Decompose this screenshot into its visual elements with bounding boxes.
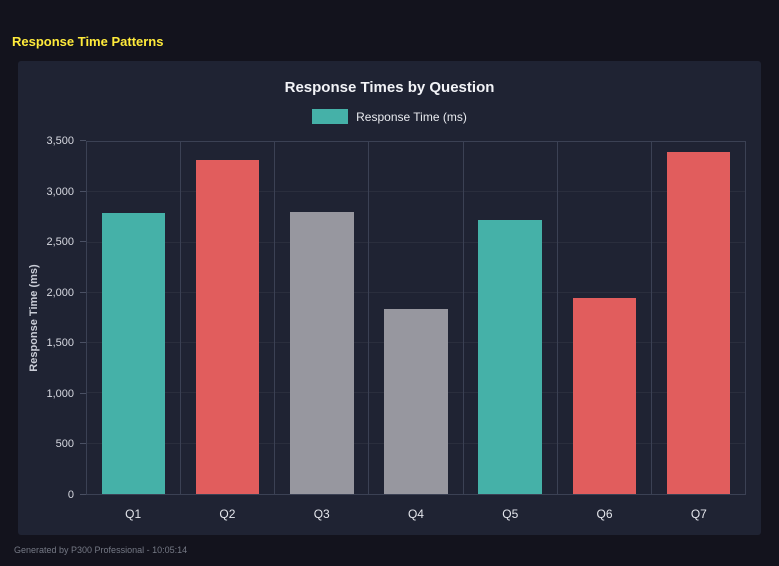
plot-bands (87, 142, 745, 494)
y-tick-label: 1,000 (46, 387, 74, 400)
category-band (464, 142, 558, 494)
y-tick-mark (80, 342, 86, 344)
bar-q1[interactable] (101, 213, 166, 494)
category-band (558, 142, 652, 494)
x-tick-label: Q6 (596, 507, 613, 521)
y-tick-label: 2,500 (46, 236, 74, 249)
y-tick-mark (80, 291, 86, 293)
y-tick-mark (80, 241, 86, 243)
y-tick-mark (80, 190, 86, 192)
bar-q3[interactable] (290, 212, 354, 494)
y-tick-label: 0 (67, 489, 74, 501)
y-tick-label: 3,000 (46, 185, 74, 198)
x-tick-label: Q2 (219, 507, 236, 521)
bar-q2[interactable] (196, 160, 260, 494)
x-tick-label: Q4 (407, 507, 424, 521)
chart-legend[interactable]: Response Time (ms) (18, 109, 761, 124)
category-band (87, 142, 182, 494)
chart-title: Response Times by Question (284, 79, 495, 96)
bar-q7[interactable] (666, 152, 731, 494)
x-tick-label: Q3 (313, 507, 330, 521)
category-band (275, 142, 370, 494)
y-tick-label: 500 (55, 438, 74, 451)
y-tick-label: 1,500 (46, 337, 74, 350)
x-tick-label: Q7 (690, 507, 707, 521)
y-tick-label: 3,500 (46, 135, 74, 147)
bar-q6[interactable] (572, 297, 636, 494)
y-tick-mark (80, 392, 86, 394)
y-tick-mark (80, 443, 86, 445)
bar-q4[interactable] (384, 308, 448, 494)
y-tick-mark (80, 494, 86, 495)
category-band (369, 142, 464, 494)
bar-q5[interactable] (478, 220, 542, 494)
category-band (181, 142, 276, 494)
y-axis-ticks: 0 500 1,000 1,500 2,000 2,500 3,000 3,500 (18, 135, 86, 501)
footer-text: Generated by P300 Professional - 10:05:1… (14, 545, 188, 555)
legend-label: Response Time (ms) (356, 109, 467, 124)
chart-panel: Response Times by Question Response Time… (18, 61, 761, 535)
legend-swatch (312, 109, 349, 124)
y-tick-label: 2,000 (46, 286, 74, 299)
plot-area (86, 141, 746, 495)
x-tick-label: Q1 (125, 507, 142, 521)
page-title: Response Time Patterns (12, 34, 164, 49)
x-tick-label: Q5 (502, 507, 519, 521)
x-axis-labels: Q1 Q2 Q3 Q4 Q5 Q6 Q7 (86, 507, 746, 521)
y-tick-mark (80, 140, 86, 141)
category-band (652, 142, 745, 494)
